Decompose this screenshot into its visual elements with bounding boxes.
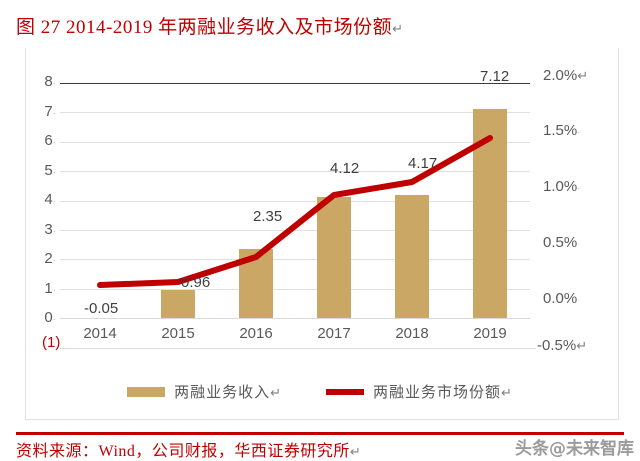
gridline-4	[60, 201, 530, 202]
x-axis-category-2019: 2019	[473, 325, 507, 342]
market-share-line-chart	[97, 135, 493, 288]
bar-2015	[161, 290, 195, 318]
y-axis-right-tick-2.0: 2.0%↵	[543, 67, 589, 84]
watermark-label: 头条@未来智库	[515, 439, 634, 459]
y-axis-left-tick-3: 3·	[44, 221, 56, 238]
legend-line-swatch-icon	[326, 388, 364, 395]
y-axis-left-tick-5: 5·	[44, 162, 56, 179]
gridline-2	[60, 259, 530, 260]
x-axis-category-2018: 2018	[395, 325, 429, 342]
pilcrow-mark: ↵	[392, 22, 404, 37]
y-axis-right-tick-0.0: 0.0%	[543, 290, 578, 307]
bar-2017	[317, 197, 351, 318]
legend-bar-swatch-icon	[127, 386, 166, 397]
data-label-2016: 2.35	[253, 208, 283, 225]
data-label-2017: 4.12	[330, 160, 360, 177]
y-axis-left-tick-1: 1·	[44, 280, 56, 297]
x-axis-category-2014: 2014	[83, 325, 117, 342]
y-axis-left-tick-6: 6·	[44, 132, 56, 149]
y-axis-right-tick--0.5: -0.5%↵	[537, 337, 588, 354]
chart-legend: 两融业务收入↵ 两融业务市场份额↵	[0, 381, 640, 402]
data-label-2014: -0.05	[84, 300, 119, 317]
x-axis-baseline	[60, 318, 530, 319]
gridline-6	[60, 142, 530, 143]
y-axis-left-tick-7: 7·	[44, 103, 56, 120]
data-label-2015: 0.96	[181, 274, 211, 291]
y-axis-right-tick-0.5: 0.5%	[543, 234, 578, 251]
source-note: 资料来源：Wind，公司财报，华西证券研究所↵	[16, 443, 362, 460]
data-label-2019: 7.12	[480, 68, 510, 85]
legend-item-revenue[interactable]: 两融业务收入↵	[127, 381, 282, 402]
x-axis-category-2015: 2015	[161, 325, 195, 342]
bar-2018	[395, 195, 429, 318]
y-axis-left-tick-2: 2·	[44, 250, 56, 267]
gridline-3	[60, 230, 530, 231]
market-share-line	[97, 135, 493, 288]
y-axis-left-tick-4: 4·	[44, 191, 56, 208]
y-axis-right-tick-1.0: 1.0%·	[543, 178, 581, 195]
negative-value-note: (1)	[42, 334, 61, 351]
source-red-rule	[16, 432, 624, 435]
data-label-2018: 4.17	[408, 155, 438, 172]
page-title: 图 27 2014-2019 年两融业务收入及市场份额↵	[16, 12, 403, 39]
legend-item-market-share[interactable]: 两融业务市场份额↵	[326, 381, 513, 402]
gridline-5	[60, 171, 530, 172]
gridline-7	[60, 112, 530, 113]
gridline-8	[60, 83, 530, 84]
figure-title-text: 图 27 2014-2019 年两融业务收入及市场份额	[16, 17, 393, 38]
y-axis-left-tick-8: 8·	[44, 73, 56, 90]
gridline-1	[60, 289, 530, 290]
legend-label-revenue: 两融业务收入↵	[174, 385, 282, 401]
x-axis-category-2016: 2016	[239, 325, 273, 342]
x-axis-category-2017: 2017	[317, 325, 351, 342]
x-axis-lower-rule	[60, 348, 536, 349]
y-axis-right-tick-1.5: 1.5%·	[543, 122, 581, 139]
legend-label-market-share: 两融业务市场份额↵	[373, 385, 513, 401]
y-axis-left-tick-0: 0·	[44, 309, 56, 326]
